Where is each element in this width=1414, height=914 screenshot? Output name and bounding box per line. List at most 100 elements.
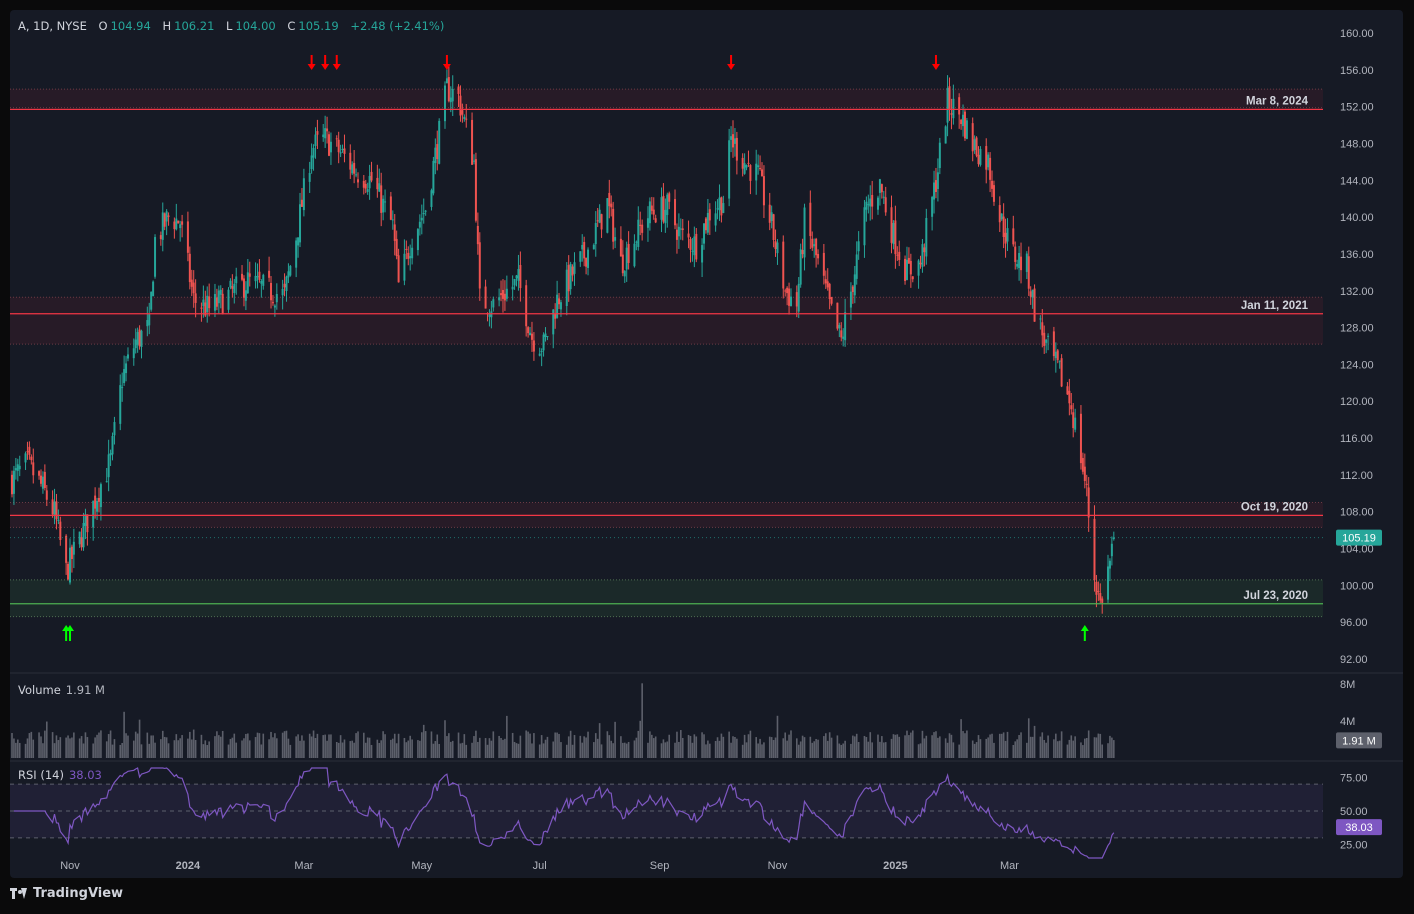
candle-body: [992, 185, 995, 202]
volume-bar: [322, 735, 325, 758]
candle-body: [971, 123, 974, 152]
candle-body: [762, 176, 765, 206]
candle-body: [633, 243, 636, 267]
volume-bar: [123, 711, 125, 758]
candle-body: [268, 270, 271, 278]
candle-body: [217, 290, 220, 304]
candle-body: [339, 152, 342, 154]
volume-bar: [741, 744, 744, 758]
volume-bar: [950, 734, 953, 758]
volume-bar: [958, 744, 960, 758]
candle-body: [111, 436, 114, 455]
volume-bar: [1060, 731, 1063, 758]
candle-body: [1079, 413, 1082, 464]
tradingview-logo[interactable]: TradingView: [10, 886, 123, 901]
candle-body: [1072, 412, 1075, 429]
symbol-name[interactable]: A, 1D, NYSE: [18, 19, 87, 33]
volume-bar: [314, 737, 317, 758]
candle-body: [140, 330, 143, 347]
volume-bar: [627, 741, 630, 758]
volume-bar: [668, 734, 671, 758]
volume-bar: [664, 742, 667, 758]
candle-body: [708, 209, 711, 221]
volume-bar: [882, 742, 885, 758]
chart-canvas[interactable]: Mar 8, 2024 Jan 11, 2021 Oct 19, 2020 Jul 2…: [10, 10, 1403, 878]
volume-bar: [451, 740, 454, 758]
candle-body: [759, 168, 762, 170]
volume-bar: [301, 735, 303, 758]
candle-body: [285, 276, 288, 292]
volume-legend[interactable]: Volume 1.91 M: [18, 683, 105, 697]
candle-body: [501, 289, 504, 299]
candle-body: [14, 468, 17, 471]
volume-bar: [449, 741, 452, 758]
candle-body: [391, 219, 394, 221]
candle-body: [409, 256, 412, 259]
volume-bar: [680, 730, 682, 758]
volume-bar: [896, 734, 899, 758]
candle-body: [1006, 228, 1009, 242]
candle-body: [57, 519, 60, 521]
high-label: H: [162, 19, 172, 33]
rsi-legend[interactable]: RSI (14) 38.03: [18, 768, 102, 782]
volume-bar: [554, 732, 556, 758]
volume-bar: [192, 729, 195, 758]
volume-bar: [78, 738, 81, 758]
volume-bar: [852, 735, 854, 758]
volume-bar: [67, 735, 69, 758]
candle-body: [842, 336, 845, 339]
volume-bar: [772, 740, 775, 758]
volume-bar: [272, 737, 274, 758]
volume-bar: [119, 744, 122, 758]
volume-bar: [105, 741, 108, 758]
candle-body: [380, 185, 383, 213]
candles[interactable]: [11, 66, 1115, 614]
candle-body: [445, 78, 448, 84]
volume-bar: [1093, 737, 1096, 758]
candle-body: [67, 563, 70, 580]
price-axis-tick: 152.00: [1340, 102, 1374, 114]
candle-body: [741, 157, 744, 169]
volume-axis-tick: 4M: [1340, 716, 1355, 728]
candle-body: [857, 241, 860, 252]
candle-body: [1029, 291, 1032, 297]
volume-bar: [925, 735, 928, 758]
candle-body: [732, 134, 735, 148]
time-axis-tick: 2025: [883, 860, 907, 872]
candle-body: [546, 336, 549, 338]
level-label: Mar 8, 2024: [1246, 95, 1309, 107]
candle-body: [310, 155, 313, 170]
candle-body: [755, 163, 758, 181]
volume-bar: [276, 738, 278, 758]
chart-container[interactable]: Mar 8, 2024 Jan 11, 2021 Oct 19, 2020 Jul 2…: [10, 10, 1403, 878]
price-axis-tick: 140.00: [1340, 212, 1374, 224]
candle-body: [1058, 360, 1061, 362]
down-arrow-icon: [332, 64, 341, 70]
volume-bar: [817, 739, 819, 758]
volume-bar: [382, 731, 384, 758]
candle-body: [608, 192, 611, 207]
volume-bar: [774, 737, 777, 758]
candle-body: [45, 490, 48, 500]
signal-arrows: [62, 55, 1089, 641]
volume-bar: [519, 735, 522, 758]
volume-bar: [606, 731, 609, 758]
volume-bar: [94, 737, 96, 758]
candle-body: [190, 279, 193, 287]
price-axis-tick: 132.00: [1340, 286, 1374, 298]
candle-body: [1097, 591, 1100, 593]
volume-bars[interactable]: 1.91 M: [11, 683, 1382, 758]
volume-bar: [190, 739, 193, 758]
candle-body: [851, 286, 854, 293]
volume-bar: [368, 737, 371, 758]
volume-bar: [395, 743, 398, 758]
rsi-pane[interactable]: 38.03: [10, 767, 1382, 859]
candle-body: [855, 254, 858, 279]
candle-body: [1081, 458, 1084, 472]
volume-bar: [233, 733, 236, 758]
volume-bar: [931, 735, 933, 758]
candle-body: [283, 283, 286, 288]
volume-bar: [241, 740, 243, 758]
candle-body: [355, 174, 358, 176]
time-axis-tick: 2024: [176, 860, 201, 872]
